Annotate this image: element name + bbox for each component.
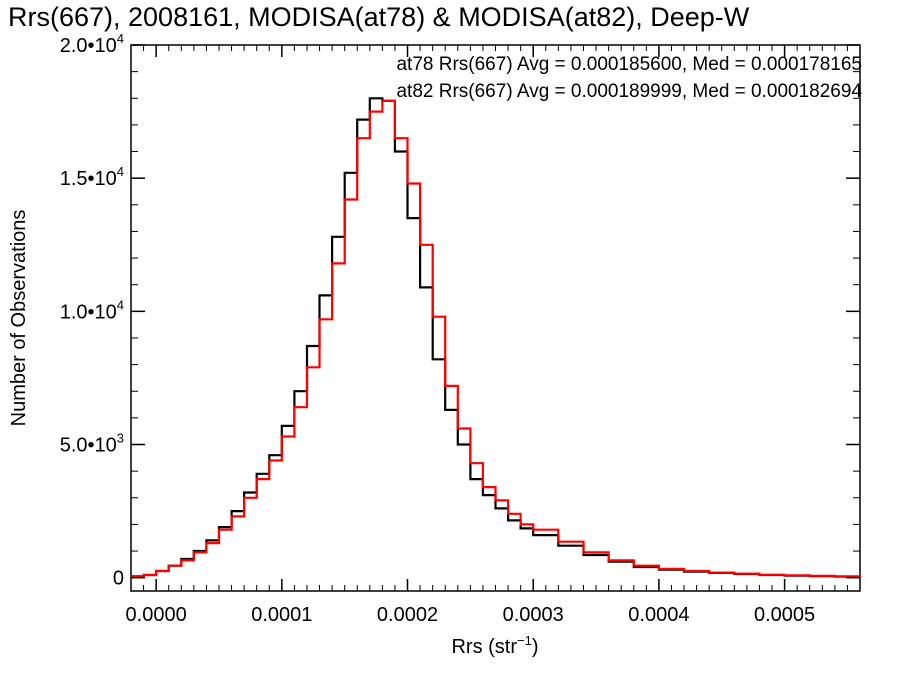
x-axis-label-sup: −1 (517, 633, 532, 648)
series-layer (131, 97, 862, 578)
y-tick-label-3: 1.5•104 (60, 164, 124, 190)
axis-layer: 0.0000 0.0001 0.0002 0.0003 0.0004 0.0005 0 5.0… (60, 31, 861, 626)
annotation-at82: at82 Rrs(667) Avg = 0.000189999, Med = 0… (396, 81, 862, 102)
annotation-at78: at78 Rrs(667) Avg = 0.000185600, Med = 0… (396, 54, 862, 75)
y-tick-label-4: 2.0•104 (60, 31, 124, 57)
y-tick-label-1: 5.0•103 (60, 431, 124, 457)
x-tick-label-5: 0.0005 (754, 604, 815, 626)
x-tick-label-0: 0.0000 (126, 604, 187, 626)
x-axis-label-end: ) (532, 636, 539, 658)
chart-title: Rrs(667), 2008161, MODISA(at78) & MODISA… (8, 2, 750, 32)
series-line-1 (131, 99, 862, 578)
y-axis-label: Number of Observations (8, 210, 30, 427)
x-tick-label-3: 0.0003 (503, 604, 564, 626)
x-tick-label-2: 0.0002 (377, 604, 438, 626)
y-tick-label-2: 1.0•104 (60, 297, 124, 323)
x-tick-label-4: 0.0004 (628, 604, 689, 626)
y-tick-label-0: 0 (113, 568, 124, 590)
x-axis-label-base: Rrs (str (451, 636, 517, 658)
x-axis-label: Rrs (str−1) (451, 633, 538, 658)
series-line-0 (131, 97, 862, 578)
x-tick-label-1: 0.0001 (251, 604, 312, 626)
